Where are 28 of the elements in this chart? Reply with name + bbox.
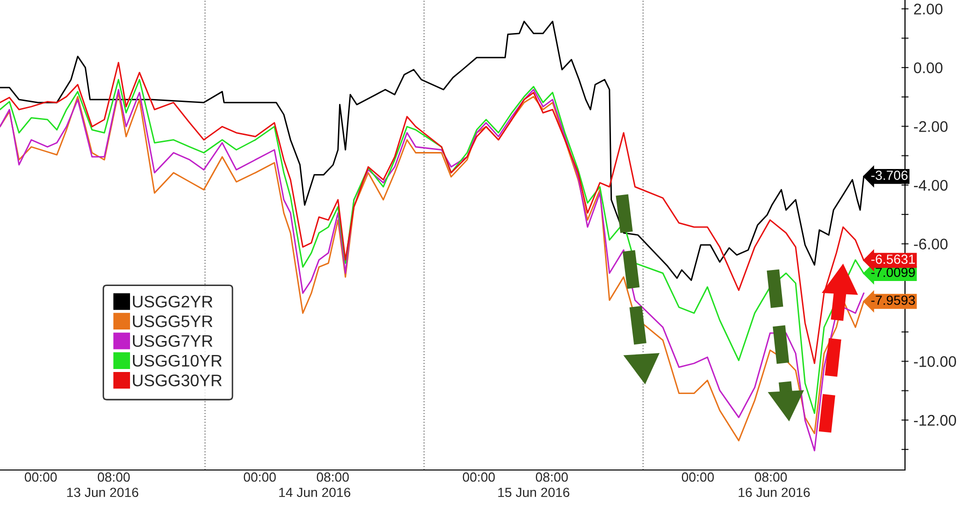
data-label: -3.706 — [871, 170, 908, 180]
x-tick-label: 08:00 — [316, 472, 349, 482]
legend-label: USGG30YR — [132, 374, 222, 386]
y-tick-label: -12.00 — [914, 414, 956, 426]
y-tick-label: -6.00 — [914, 238, 948, 250]
y-tick-label: 2.00 — [914, 4, 942, 14]
x-tick-label: 00:00 — [682, 472, 714, 482]
text: 16 Jun 2016 — [738, 488, 810, 498]
y-tick-label: -4.00 — [914, 180, 948, 191]
x-tick-label: 08:00 — [98, 472, 130, 482]
legend-label: USGG7YR — [132, 335, 212, 347]
data-label: -7.9593 — [871, 296, 915, 305]
y-tick-label: -2.00 — [914, 121, 948, 132]
text: 13 Jun 2016 — [67, 488, 138, 498]
data-label: -7.0099 — [871, 268, 915, 278]
y-tick-label: -10.00 — [914, 356, 956, 367]
x-tick-label: 00:00 — [244, 472, 276, 482]
x-tick-label: 08:00 — [536, 472, 568, 482]
x-tick-label: 00:00 — [462, 472, 495, 482]
data-label: -6.5631 — [871, 254, 915, 264]
x-tick-label: 08:00 — [754, 472, 787, 482]
text: 14 Jun 2016 — [279, 488, 350, 498]
y-tick-label: 0.00 — [914, 62, 942, 74]
text: 15 Jun 2016 — [498, 488, 570, 498]
legend-label: USGG5YR — [132, 315, 212, 328]
legend-label: USGG10YR — [132, 354, 222, 367]
legend-label: USGG2YR — [132, 296, 212, 308]
x-tick-label: 00:00 — [24, 472, 57, 482]
